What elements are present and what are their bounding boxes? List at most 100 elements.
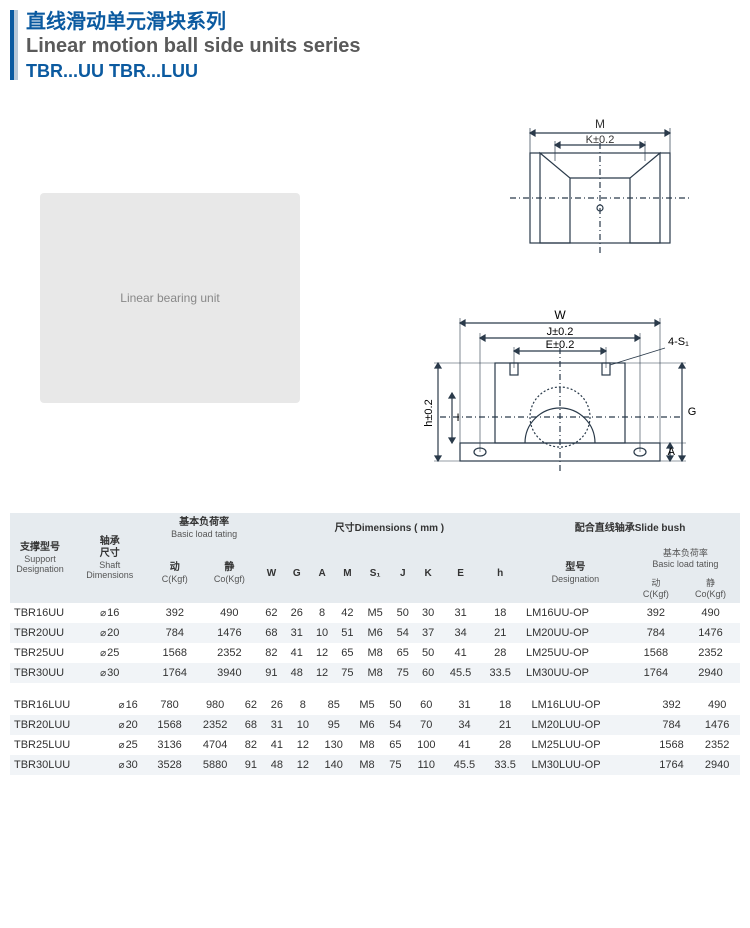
table-cell: 21: [480, 623, 520, 643]
table-cell: 70: [408, 715, 444, 735]
table-cell: 30: [415, 603, 440, 623]
table-cell: 65: [382, 735, 408, 755]
dim-A: A: [668, 446, 676, 458]
page-header: 直线滑动单元滑块系列 Linear motion ball side units…: [10, 10, 740, 83]
dim-M: M: [595, 117, 605, 131]
table-cell: 784: [150, 623, 200, 643]
title-code: TBR...UU TBR...LUU: [26, 60, 361, 83]
table-row: TBR20UU20784147668311051M654373421LM20UU…: [10, 623, 740, 643]
table-cell: TBR16UU: [10, 603, 70, 623]
table-body-uu: TBR16UU163924906226842M550303118LM16UU-O…: [10, 603, 740, 683]
table-cell: LM20LUU-OP: [525, 715, 648, 735]
table-cell: 1476: [681, 623, 740, 643]
table-cell: 1764: [649, 755, 695, 775]
table-cell: 12: [290, 735, 316, 755]
table-cell: 60: [408, 695, 444, 715]
title-english: Linear motion ball side units series: [26, 34, 361, 58]
table-cell: 12: [290, 755, 316, 775]
table-cell: 26: [284, 603, 309, 623]
table-cell: 45.5: [441, 663, 481, 683]
front-view-drawing: W J±0.2 E±0.2 4-S₁ h±0.2 I A G: [410, 293, 710, 483]
spec-table-luu: TBR16LUU167809806226885M550603118LM16LUU…: [10, 695, 740, 775]
table-cell: 980: [192, 695, 238, 715]
table-cell: 51: [335, 623, 360, 643]
table-row: TBR30LUU3035285880914812140M87511045.533…: [10, 755, 740, 775]
table-cell: 82: [238, 735, 264, 755]
table-cell: 3528: [147, 755, 193, 775]
table-cell: 75: [390, 663, 415, 683]
hdr-S1: S₁: [360, 544, 390, 603]
table-cell: 41: [264, 735, 290, 755]
table-body-luu: TBR16LUU167809806226885M550603118LM16LUU…: [10, 695, 740, 775]
table-cell: 28: [485, 735, 526, 755]
hdr-W: W: [259, 544, 284, 603]
table-cell: 16: [110, 695, 147, 715]
table-row: TBR16LUU167809806226885M550603118LM16LUU…: [10, 695, 740, 715]
table-cell: TBR25LUU: [10, 735, 110, 755]
table-cell: 65: [335, 643, 360, 663]
hdr-dyn: 动C(Kgf): [150, 544, 200, 603]
hdr-dims: 尺寸Dimensions ( mm ): [259, 513, 520, 544]
table-cell: 130: [316, 735, 352, 755]
header-titles: 直线滑动单元滑块系列 Linear motion ball side units…: [26, 10, 361, 83]
table-cell: 45.5: [444, 755, 485, 775]
spec-table-uu: 支撑型号 Support Designation 轴承 尺寸 Shaft Dim…: [10, 513, 740, 683]
table-cell: 490: [200, 603, 259, 623]
hdr-K: K: [415, 544, 440, 603]
table-cell: M6: [360, 623, 390, 643]
table-cell: 12: [309, 663, 334, 683]
table-cell: LM20UU-OP: [520, 623, 631, 643]
table-cell: M5: [360, 603, 390, 623]
table-cell: LM16UU-OP: [520, 603, 631, 623]
table-row: TBR30UU301764394091481275M8756045.533.5L…: [10, 663, 740, 683]
table-cell: 392: [150, 603, 200, 623]
table-cell: 34: [441, 623, 481, 643]
table-cell: 490: [694, 695, 740, 715]
hdr-M: M: [335, 544, 360, 603]
table-cell: 21: [485, 715, 526, 735]
table-cell: M8: [360, 663, 390, 683]
dim-I: I: [456, 412, 459, 424]
table-cell: 2352: [192, 715, 238, 735]
table-cell: 20: [110, 715, 147, 735]
table-cell: TBR30LUU: [10, 755, 110, 775]
table-cell: M5: [352, 695, 383, 715]
photo-alt: Linear bearing unit: [120, 291, 219, 305]
table-cell: 91: [238, 755, 264, 775]
diagram-area: Linear bearing unit: [10, 103, 740, 513]
table-cell: 50: [415, 643, 440, 663]
header-accent-bar: [10, 10, 18, 80]
table-cell: TBR16LUU: [10, 695, 110, 715]
hdr-basic-load: 基本负荷率 Basic load tating: [150, 513, 259, 544]
table-cell: M6: [352, 715, 383, 735]
table-cell: 4704: [192, 735, 238, 755]
table-cell: 65: [390, 643, 415, 663]
hdr-support: 支撑型号 Support Designation: [10, 513, 70, 603]
table-cell: 18: [485, 695, 526, 715]
hdr-shaft: 轴承 尺寸 Shaft Dimensions: [70, 513, 150, 603]
table-cell: 8: [309, 603, 334, 623]
dim-E: E±0.2: [546, 339, 575, 351]
table-row: TBR16UU163924906226842M550303118LM16UU-O…: [10, 603, 740, 623]
table-cell: 41: [284, 643, 309, 663]
hdr-bush-stat: 静Co(Kgf): [681, 574, 740, 604]
top-view-drawing: M K±0.2: [490, 113, 710, 263]
table-cell: 85: [316, 695, 352, 715]
dim-h: h±0.2: [423, 400, 435, 427]
table-cell: 54: [390, 623, 415, 643]
table-cell: 1568: [147, 715, 193, 735]
table-cell: TBR20LUU: [10, 715, 110, 735]
table-cell: 392: [631, 603, 681, 623]
table-cell: 16: [70, 603, 150, 623]
table-cell: 82: [259, 643, 284, 663]
table-cell: M8: [360, 643, 390, 663]
table-cell: 2940: [681, 663, 740, 683]
table-cell: 1476: [200, 623, 259, 643]
hdr-stat: 静Co(Kgf): [200, 544, 259, 603]
table-cell: 780: [147, 695, 193, 715]
table-cell: TBR30UU: [10, 663, 70, 683]
table-cell: 2352: [681, 643, 740, 663]
table-row: TBR25UU251568235282411265M865504128LM25U…: [10, 643, 740, 663]
table-cell: 75: [335, 663, 360, 683]
table-cell: 48: [264, 755, 290, 775]
